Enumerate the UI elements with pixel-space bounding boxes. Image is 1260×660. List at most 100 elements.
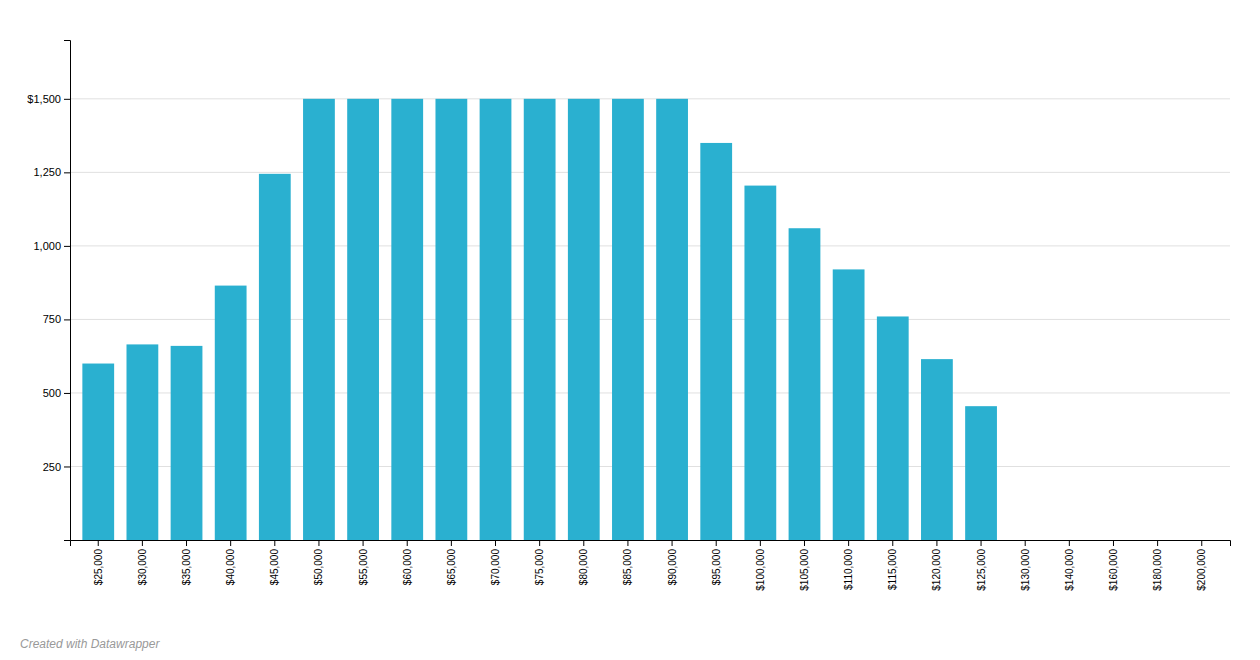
x-tick: $70,000 bbox=[490, 540, 501, 585]
bar bbox=[1186, 540, 1218, 541]
y-tick-mark bbox=[64, 172, 70, 173]
bar bbox=[171, 346, 203, 540]
x-tick-mark bbox=[672, 540, 673, 546]
bar bbox=[391, 99, 423, 540]
x-tick-label: $115,000 bbox=[887, 549, 898, 590]
x-tick-mark bbox=[760, 540, 761, 546]
x-tick: $50,000 bbox=[313, 540, 324, 585]
x-tick: $125,000 bbox=[976, 540, 987, 591]
x-tick-mark bbox=[274, 540, 275, 546]
x-tick: $120,000 bbox=[931, 540, 942, 591]
x-tick-mark bbox=[451, 540, 452, 546]
x-tick-label: $120,000 bbox=[931, 549, 942, 591]
x-tick-label: $30,000 bbox=[137, 549, 148, 586]
y-tick-label: 500 bbox=[43, 387, 61, 399]
x-tick-mark bbox=[627, 540, 628, 546]
x-tick: $95,000 bbox=[711, 540, 722, 585]
y-tick-label: 1,000 bbox=[33, 240, 61, 252]
x-tick-mark bbox=[495, 540, 496, 546]
x-tick-label: $130,000 bbox=[1020, 549, 1031, 591]
x-tick: $115,000 bbox=[887, 540, 898, 590]
x-tick: $200,000 bbox=[1196, 540, 1207, 591]
x-tick-mark bbox=[1113, 540, 1114, 546]
x-tick: $90,000 bbox=[667, 540, 678, 585]
y-axis-line bbox=[64, 41, 71, 541]
x-axis: $25,000 $30,000 $35,000 $40,000 $45,000 $50,0… bbox=[71, 540, 1231, 591]
bar bbox=[303, 99, 335, 540]
bar bbox=[82, 364, 114, 540]
x-tick: $30,000 bbox=[137, 540, 148, 585]
bar bbox=[126, 344, 158, 540]
bar bbox=[1053, 540, 1085, 541]
x-tick-label: $95,000 bbox=[711, 549, 722, 586]
x-tick-mark bbox=[539, 540, 540, 546]
x-tick-mark bbox=[892, 540, 893, 546]
x-tick-mark bbox=[142, 540, 143, 546]
x-tick-mark bbox=[716, 540, 717, 546]
y-tick-mark bbox=[64, 99, 70, 100]
bar bbox=[1009, 540, 1041, 541]
x-tick: $35,000 bbox=[181, 540, 192, 585]
x-tick: $140,000 bbox=[1064, 540, 1075, 591]
x-tick: $180,000 bbox=[1152, 540, 1163, 591]
y-tick-label: $1,500 bbox=[27, 93, 61, 105]
x-tick: $40,000 bbox=[225, 540, 236, 585]
annotation: Created with Datawrapper bbox=[20, 637, 160, 651]
bar bbox=[656, 99, 688, 540]
x-tick-mark bbox=[186, 540, 187, 546]
x-tick: $45,000 bbox=[269, 540, 280, 585]
bar bbox=[435, 99, 467, 540]
x-tick-label: $80,000 bbox=[578, 549, 589, 586]
x-tick-label: $90,000 bbox=[667, 549, 678, 586]
bar bbox=[700, 143, 732, 540]
x-tick-label: $180,000 bbox=[1152, 549, 1163, 591]
x-tick: $160,000 bbox=[1108, 540, 1119, 591]
grid-line bbox=[70, 98, 1230, 99]
bar bbox=[1142, 540, 1174, 541]
x-tick-label: $110,000 bbox=[843, 549, 854, 590]
x-tick-mark bbox=[1201, 540, 1202, 546]
x-tick-label: $65,000 bbox=[446, 549, 457, 586]
y-tick-label: 750 bbox=[43, 313, 61, 325]
y-axis: $1,5001,2501,000750500250 bbox=[27, 41, 70, 541]
x-tick: $100,000 bbox=[755, 540, 766, 591]
bar bbox=[524, 99, 556, 540]
y-tick: 750 bbox=[43, 313, 70, 325]
x-tick-label: $40,000 bbox=[225, 549, 236, 586]
x-tick-label: $50,000 bbox=[313, 549, 324, 586]
x-tick: $110,000 bbox=[843, 540, 854, 590]
y-tick-mark bbox=[64, 246, 70, 247]
x-tick-mark bbox=[407, 540, 408, 546]
y-tick: 1,250 bbox=[33, 166, 70, 178]
y-tick: 500 bbox=[43, 387, 70, 399]
x-tick-mark bbox=[363, 540, 364, 546]
x-tick: $65,000 bbox=[446, 540, 457, 585]
y-tick-mark bbox=[64, 466, 70, 467]
x-tick-mark bbox=[981, 540, 982, 546]
x-tick-mark bbox=[804, 540, 805, 546]
bar bbox=[480, 99, 512, 540]
x-tick-label: $35,000 bbox=[181, 549, 192, 586]
bar bbox=[215, 286, 247, 540]
x-tick-label: $60,000 bbox=[402, 549, 413, 586]
y-tick: $1,500 bbox=[27, 93, 70, 105]
bars bbox=[82, 99, 997, 540]
x-tick-label: $140,000 bbox=[1064, 549, 1075, 591]
bar bbox=[789, 228, 821, 540]
x-tick: $130,000 bbox=[1020, 540, 1031, 591]
x-tick-label: $25,000 bbox=[93, 549, 104, 586]
y-tick-label: 1,250 bbox=[33, 166, 61, 178]
bar bbox=[1098, 540, 1130, 541]
x-tick: $55,000 bbox=[358, 540, 369, 585]
x-tick-mark bbox=[318, 540, 319, 546]
x-tick-label: $55,000 bbox=[358, 549, 369, 586]
x-tick-mark bbox=[1069, 540, 1070, 546]
y-tick-mark bbox=[64, 319, 70, 320]
plot: $1,5001,2501,000750500250$25,000$30,000$… bbox=[27, 41, 1230, 591]
x-tick-label: $70,000 bbox=[490, 549, 501, 586]
x-tick-label: $125,000 bbox=[976, 549, 987, 591]
x-tick-label: $160,000 bbox=[1108, 549, 1119, 591]
x-tick-mark bbox=[848, 540, 849, 546]
bar bbox=[568, 99, 600, 540]
bar bbox=[877, 316, 909, 540]
